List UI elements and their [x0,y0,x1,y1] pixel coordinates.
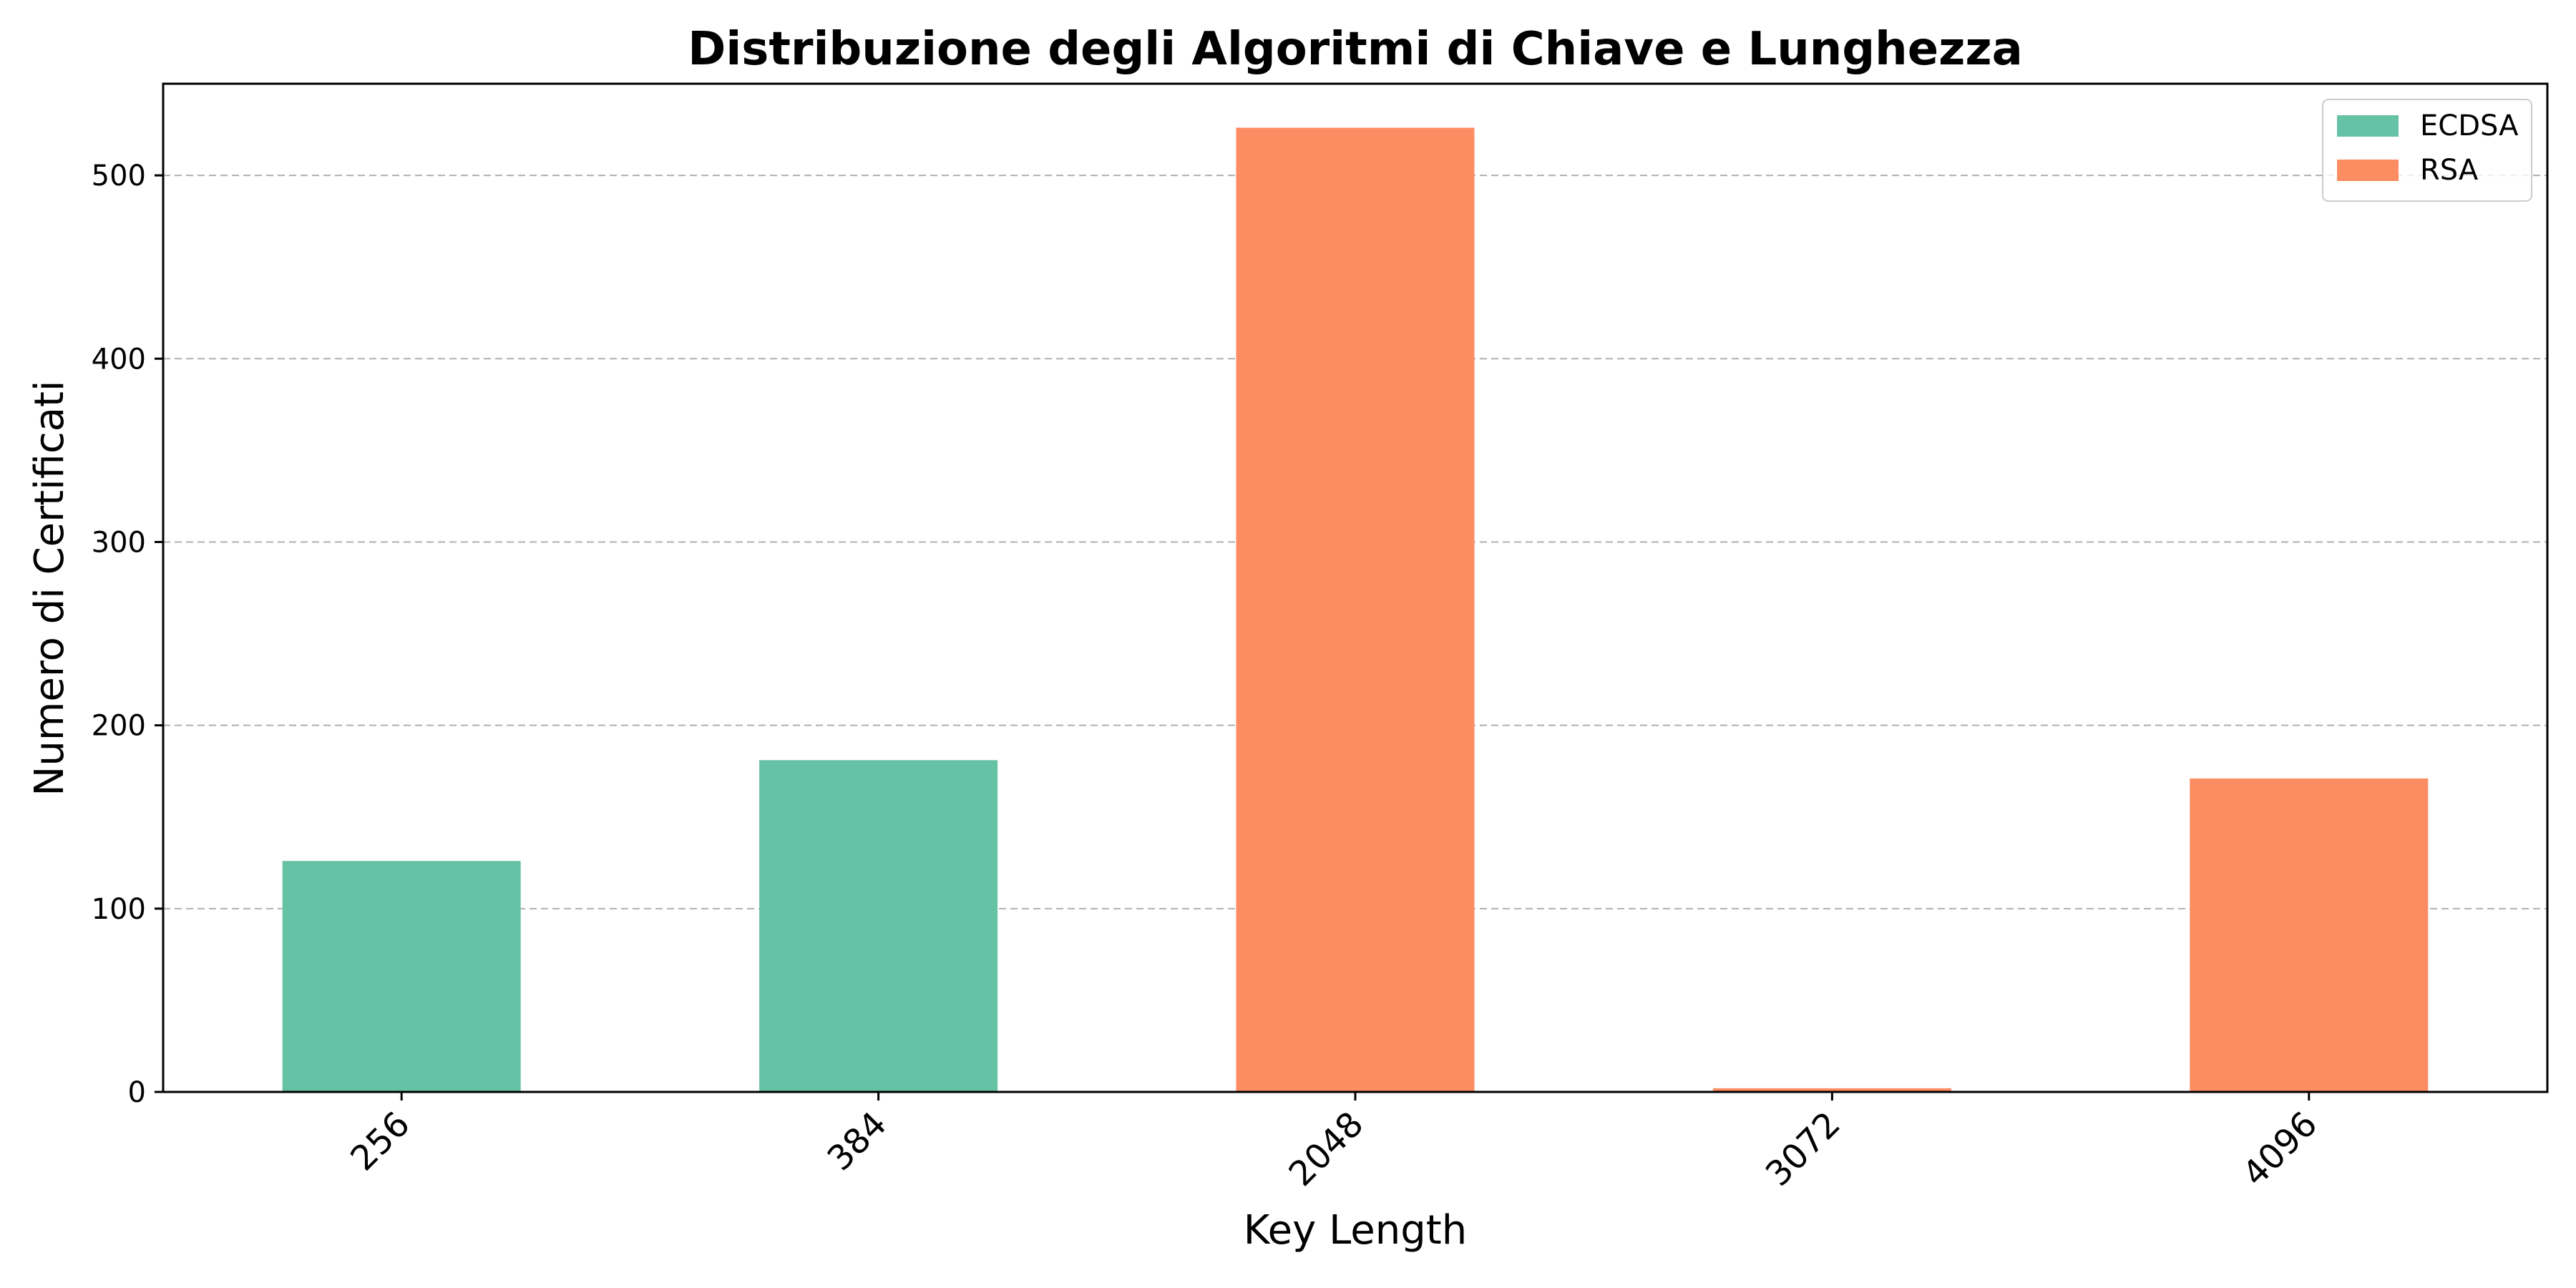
legend: ECDSA RSA [2322,99,2532,202]
y-tick-label-400: 400 [92,343,146,376]
x-axis-label: Key Length [1244,1207,1467,1254]
legend-swatch-rsa [2337,160,2399,181]
y-axis-ticks: 0 100 200 300 400 500 [92,160,163,1109]
bar-rsa-4096 [2190,778,2429,1092]
y-tick-label-500: 500 [92,160,146,192]
bar-rsa-2048 [1236,127,1475,1092]
y-tick-label-100: 100 [92,893,146,926]
bar-ecdsa-256 [282,861,521,1092]
y-tick-label-300: 300 [92,526,146,559]
y-tick-label-0: 0 [128,1076,146,1109]
chart-title: Distribuzione degli Algoritmi di Chiave … [688,23,2023,76]
legend-swatch-ecdsa [2337,115,2399,137]
y-axis-label: Numero di Certificati [26,380,73,796]
bar-rsa-3072 [1712,1088,1951,1092]
legend-label-ecdsa: ECDSA [2420,109,2519,142]
bar-ecdsa-384 [759,760,998,1092]
legend-label-rsa: RSA [2420,154,2479,187]
bars [282,127,2429,1092]
y-tick-label-200: 200 [92,710,146,743]
